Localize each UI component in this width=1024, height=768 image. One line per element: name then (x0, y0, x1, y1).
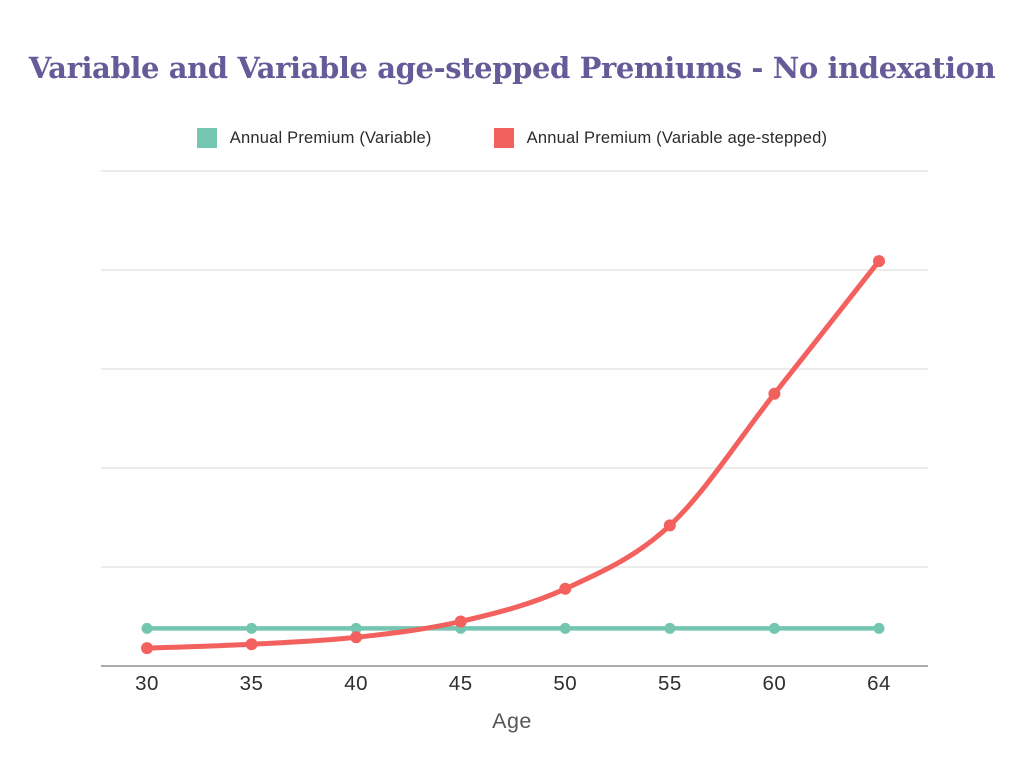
chart-title: Variable and Variable age-stepped Premiu… (28, 51, 996, 85)
data-point-series-1 (141, 642, 153, 655)
data-point-series-1 (768, 387, 781, 400)
series-line-1 (144, 258, 882, 651)
data-point-series-0 (350, 622, 362, 634)
data-point-series-0 (246, 622, 258, 634)
data-point-series-0 (559, 622, 571, 634)
legend-item-variable: Annual Premium (Variable) (196, 128, 432, 148)
data-point-series-0 (768, 622, 780, 634)
data-point-series-1 (873, 255, 885, 268)
data-point-series-0 (664, 622, 676, 634)
data-point-series-0 (873, 622, 885, 634)
data-point-series-1 (245, 638, 258, 651)
x-axis-title: Age (492, 709, 532, 733)
legend-label-variable: Annual Premium (Variable) (229, 128, 432, 147)
legend: Annual Premium (Variable) Annual Premium… (0, 128, 1024, 148)
legend-swatch-age-stepped-icon (493, 128, 514, 148)
legend-swatch-variable-icon (196, 128, 217, 148)
data-point-series-0 (141, 622, 153, 634)
data-point-series-1 (350, 631, 363, 644)
legend-item-age-stepped: Annual Premium (Variable age-stepped) (493, 128, 828, 148)
data-point-series-1 (559, 582, 572, 595)
data-point-series-1 (454, 615, 467, 628)
data-point-series-1 (663, 519, 676, 532)
legend-label-age-stepped: Annual Premium (Variable age-stepped) (526, 128, 828, 147)
